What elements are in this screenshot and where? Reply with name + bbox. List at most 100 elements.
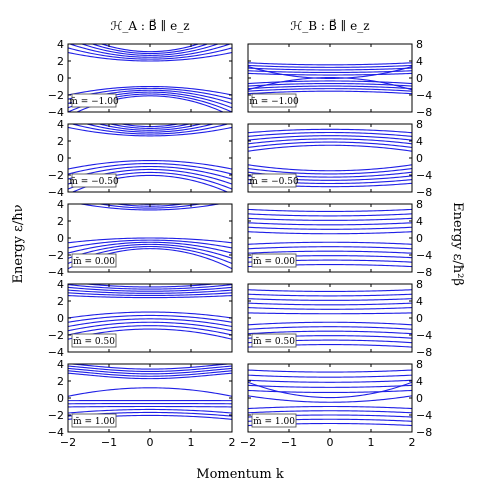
y-tick-label: −4 xyxy=(416,89,432,102)
y-tick-label: 8 xyxy=(416,118,423,131)
series-line-lower-3 xyxy=(68,243,232,259)
y-tick-label: 0 xyxy=(57,72,64,85)
series-line-upper-1 xyxy=(248,226,412,230)
y-tick-label: −4 xyxy=(48,186,64,199)
series-line-upper-3 xyxy=(68,367,232,375)
panel-a-row-3: −4 −2 0 2 4 m̄ = 0.50 xyxy=(48,278,233,359)
mass-label: m̄ = 1.00 xyxy=(73,417,115,427)
y-tick-label: −2 xyxy=(48,409,64,422)
series-line-lower-4 xyxy=(68,325,232,336)
series-line-lower-2 xyxy=(248,330,412,335)
series-line-upper-3 xyxy=(248,298,412,301)
y-tick-label: 2 xyxy=(57,135,64,148)
y-tick-label: −4 xyxy=(48,266,64,279)
y-tick-label: −4 xyxy=(416,409,432,422)
series-line-upper-0 xyxy=(248,381,412,399)
series-line-upper-2 xyxy=(248,302,412,306)
mass-label-box xyxy=(251,93,297,108)
series-line-lower-0 xyxy=(68,159,232,170)
y-tick-label: −8 xyxy=(416,426,432,439)
series-line-lower-3 xyxy=(248,85,412,90)
series-line-upper-4 xyxy=(90,44,210,55)
x-tick-label: −1 xyxy=(281,436,297,449)
panel-b-row-2: −8 −4 0 4 8 m̄ = 0.00 xyxy=(247,198,432,279)
x-tick-label: 2 xyxy=(229,436,236,449)
series-line-upper-4 xyxy=(108,124,192,129)
series-line-lower-1 xyxy=(248,405,412,410)
series-line-lower-2 xyxy=(248,82,412,87)
mass-label: m̄ = 1.00 xyxy=(253,417,295,427)
column-title-b: ℋ_B : B⃗ ∥ e_z xyxy=(290,18,369,33)
series-line-upper-2 xyxy=(68,289,232,294)
series-line-upper-0 xyxy=(78,204,222,211)
series-line-upper-4 xyxy=(68,284,232,290)
series-line-upper-2 xyxy=(68,370,232,377)
series-line-upper-4 xyxy=(248,64,412,68)
x-tick-label: 0 xyxy=(147,436,154,449)
series-line-upper-2 xyxy=(248,70,412,74)
series-line-lower-0 xyxy=(68,311,232,319)
y-tick-label: 8 xyxy=(416,278,423,291)
y-tick-label: −8 xyxy=(416,186,432,199)
y-tick-label: −2 xyxy=(48,89,64,102)
series-line-lower-1 xyxy=(68,314,232,323)
y-tick-label: 0 xyxy=(416,72,423,85)
series-line-upper-4 xyxy=(248,213,412,217)
panel-a-row-1: −4 −2 0 2 4 m̄ = −0.50 xyxy=(48,118,233,199)
x-tick-label: −2 xyxy=(60,436,76,449)
series-line-lower-0 xyxy=(248,241,412,245)
series-line-lower-1 xyxy=(68,87,232,100)
y-tick-label: 0 xyxy=(416,152,423,165)
y-tick-label: −2 xyxy=(48,329,64,342)
series-line-lower-3 xyxy=(68,321,232,332)
series-line-lower-1 xyxy=(68,162,232,175)
y-axis-label-left: Energy ε/ħν xyxy=(11,204,26,283)
y-tick-label: −2 xyxy=(48,249,64,262)
y-tick-label: −8 xyxy=(416,266,432,279)
series-line-upper-0 xyxy=(248,144,412,152)
y-tick-label: 0 xyxy=(416,392,423,405)
y-axis-label-right: Energy ε/ħ²β xyxy=(450,202,465,286)
y-tick-label: 8 xyxy=(416,38,423,51)
mass-label-box xyxy=(251,413,297,428)
series-line-lower-0 xyxy=(248,164,412,172)
series-line-lower-3 xyxy=(68,408,232,414)
series-line-lower-0 xyxy=(68,237,232,244)
series-line-lower-1 xyxy=(248,80,412,85)
y-tick-label: 0 xyxy=(57,232,64,245)
y-tick-label: 4 xyxy=(57,358,64,371)
series-line-upper-5 xyxy=(248,128,412,134)
series-line-lower-0 xyxy=(248,321,412,326)
y-tick-label: 4 xyxy=(416,375,423,388)
series-line-upper-5 xyxy=(68,364,232,370)
series-line-lower-0 xyxy=(68,85,232,96)
series-line-lower-2 xyxy=(68,241,232,254)
x-tick-label: −1 xyxy=(101,436,117,449)
series-line-upper-1 xyxy=(248,141,412,149)
column-title-a: ℋ_A : B⃗ ∥ e_z xyxy=(110,18,189,33)
series-line-upper-4 xyxy=(248,374,412,378)
mass-label: m̄ = 0.50 xyxy=(253,337,295,347)
mass-label: m̄ = 0.00 xyxy=(73,257,115,267)
series-line-lower-4 xyxy=(248,88,412,92)
series-line-lower-5 xyxy=(68,328,232,340)
y-tick-label: −4 xyxy=(48,106,64,119)
series-line-upper-3 xyxy=(248,379,412,383)
series-line-upper-5 xyxy=(248,369,412,373)
y-tick-label: 0 xyxy=(416,312,423,325)
series-line-upper-1 xyxy=(248,72,412,76)
mass-label-box xyxy=(71,93,117,108)
series-line-upper-5 xyxy=(248,289,412,292)
series-line-upper-1 xyxy=(68,47,232,60)
y-tick-label: 4 xyxy=(416,135,423,148)
mass-label-box xyxy=(71,333,117,348)
series-line-upper-0 xyxy=(248,77,412,91)
series-line-upper-3 xyxy=(248,135,412,141)
panel-b-row-4: −8 −4 0 4 8 m̄ = 1.00 xyxy=(247,358,432,439)
series-line-upper-3 xyxy=(80,44,220,56)
y-tick-label: 8 xyxy=(416,198,423,211)
mass-label: m̄ = 0.00 xyxy=(253,257,295,267)
series-line-upper-5 xyxy=(248,62,412,66)
x-tick-label: −2 xyxy=(240,436,256,449)
y-tick-label: 2 xyxy=(57,295,64,308)
